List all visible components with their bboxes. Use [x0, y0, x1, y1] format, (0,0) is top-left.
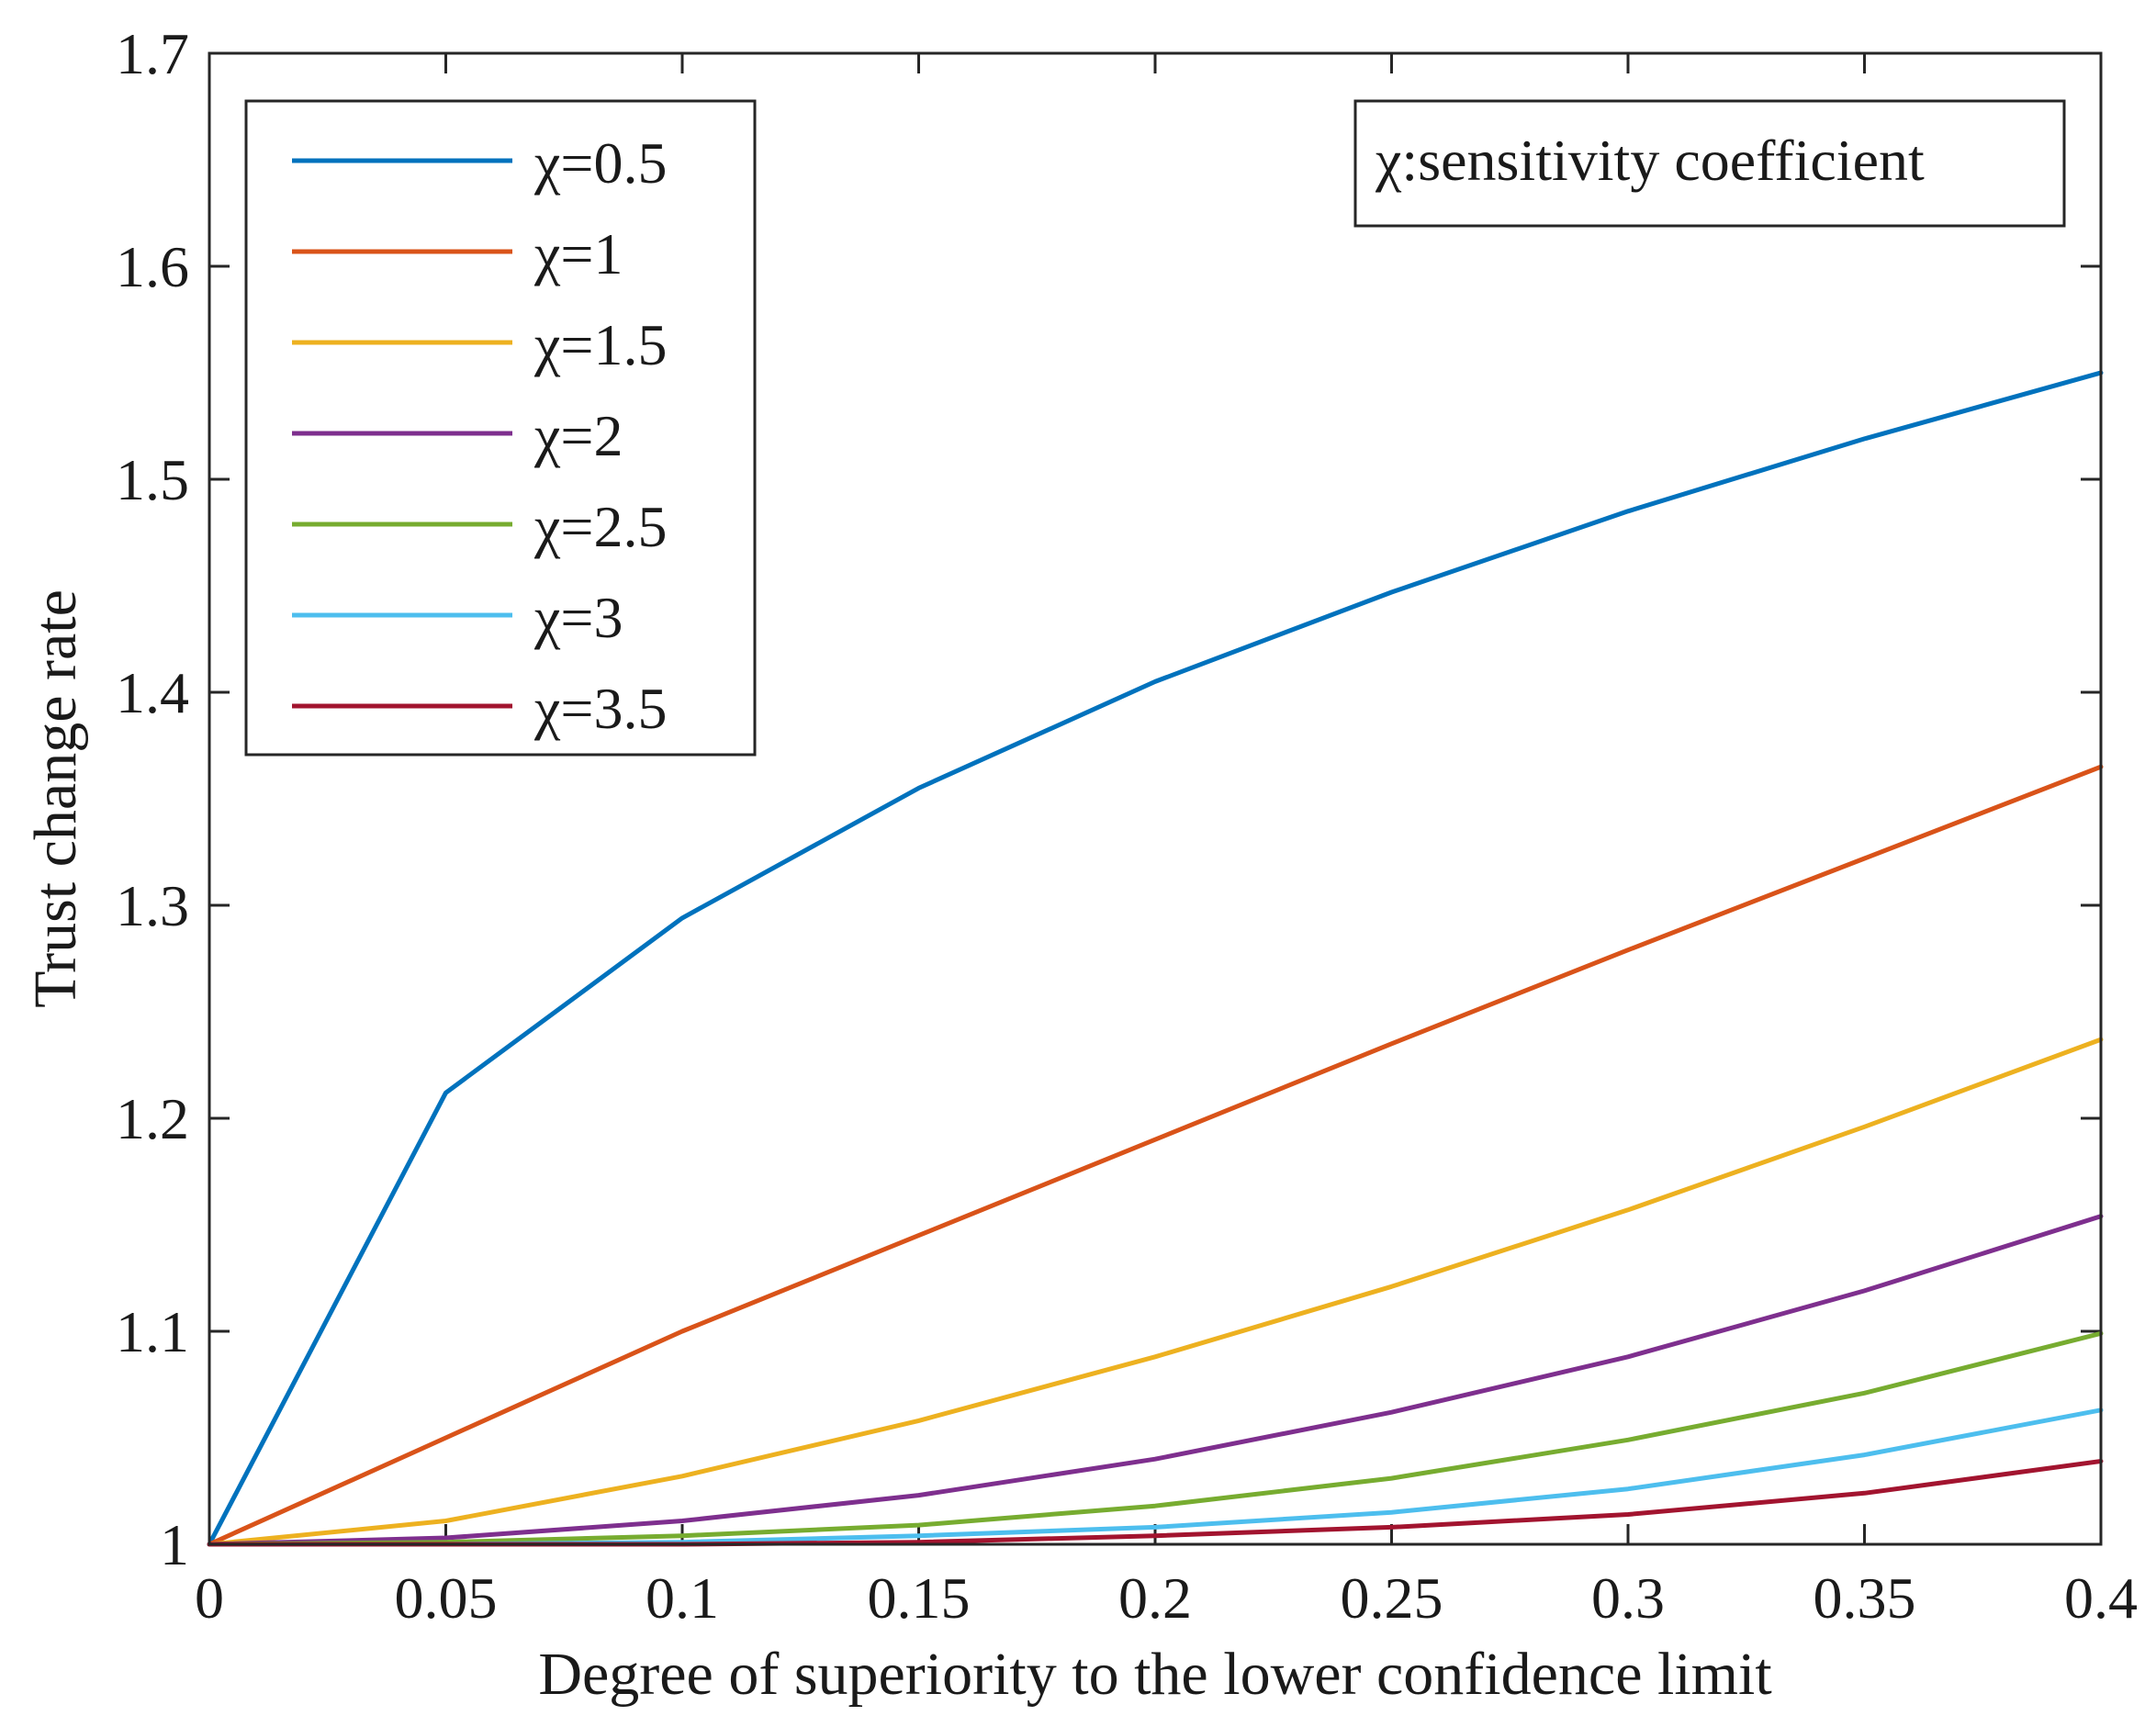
- legend-label: χ=2.5: [533, 494, 668, 559]
- legend-entries: χ=0.5 χ=1 χ=1.5 χ=2 χ=2.5 χ=3 χ=3.5: [292, 130, 668, 741]
- annotation-box: [1353, 99, 2066, 228]
- y-tick-label: 1: [160, 1512, 189, 1577]
- x-tick-label: 0.3: [1591, 1565, 1665, 1631]
- legend-label: χ=3.5: [533, 676, 668, 741]
- legend-label: χ=1.5: [533, 312, 668, 377]
- annotation-text: χ:sensitivity coefficient: [1375, 128, 1925, 193]
- legend-box: [244, 99, 757, 757]
- x-tick-label: 0.35: [1814, 1565, 1916, 1631]
- y-tick-labels: 1 1.1 1.2 1.3 1.4 1.5 1.6 1.7: [116, 21, 189, 1577]
- series-line-5: [207, 1330, 2104, 1547]
- series-lines: [207, 370, 2104, 1547]
- annotation: χ:sensitivity coefficient: [1353, 99, 2066, 228]
- y-axis-label: Trust change rate: [22, 589, 89, 1008]
- legend-label: χ=0.5: [533, 130, 668, 196]
- legend-label: χ=3: [533, 585, 623, 650]
- y-tick-label: 1.6: [116, 234, 189, 299]
- x-tick-label: 0.15: [868, 1565, 971, 1631]
- series-line-2: [207, 764, 2104, 1547]
- x-tick-label: 0: [195, 1565, 224, 1631]
- x-tick-label: 0.25: [1341, 1565, 1443, 1631]
- y-tick-label: 1.2: [116, 1086, 189, 1151]
- x-axis-label: Degree of superiority to the lower confi…: [538, 1641, 1771, 1708]
- y-tick-label: 1.4: [116, 660, 189, 725]
- y-tick-label: 1.5: [116, 447, 189, 512]
- x-tick-label: 0.2: [1118, 1565, 1192, 1631]
- series-line-4: [207, 1214, 2104, 1547]
- x-tick-label: 0.1: [646, 1565, 719, 1631]
- legend-label: χ=2: [533, 403, 623, 468]
- x-tick-label: 0.4: [2064, 1565, 2138, 1631]
- y-tick-label: 1.7: [116, 21, 189, 86]
- y-tick-label: 1.1: [116, 1299, 189, 1364]
- x-tick-labels: 0 0.05 0.1 0.15 0.2 0.25 0.3 0.35 0.4: [195, 1565, 2138, 1631]
- x-tick-label: 0.05: [395, 1565, 498, 1631]
- y-tick-label: 1.3: [116, 873, 189, 938]
- plot-frame: [208, 51, 2103, 1546]
- legend: χ=0.5 χ=1 χ=1.5 χ=2 χ=2.5 χ=3 χ=3.5: [244, 99, 757, 757]
- series-line-3: [207, 1037, 2104, 1547]
- series-line-1: [207, 370, 2104, 1547]
- legend-label: χ=1: [533, 221, 623, 286]
